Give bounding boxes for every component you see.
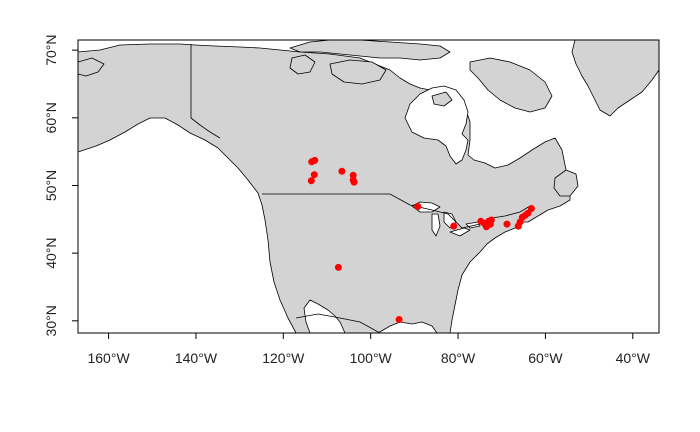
x-tick-label: 40°W (616, 350, 651, 366)
data-point-25 (395, 316, 403, 323)
x-tick-label: 140°W (175, 350, 218, 366)
data-point-2 (311, 156, 319, 164)
plot-frame (77, 39, 660, 334)
data-point-8 (350, 178, 358, 186)
alaska-canada-border (190, 44, 221, 139)
data-point-9 (414, 203, 422, 210)
data-point-16 (487, 216, 495, 224)
map-panel (78, 40, 659, 333)
victoria-island (329, 59, 387, 85)
x-tick-label: 80°W (441, 350, 476, 366)
y-tick-label: 70°N (43, 35, 59, 66)
data-point-10 (450, 222, 458, 230)
greenland-landmass (571, 40, 659, 117)
arctic-island-north (289, 40, 451, 61)
x-tick-label: 120°W (262, 350, 305, 366)
data-point-4 (307, 177, 315, 185)
newfoundland (553, 169, 579, 197)
y-tick-label: 30°N (43, 305, 59, 336)
points-layer (307, 156, 535, 323)
banks-island (289, 54, 316, 75)
lake-michigan (431, 213, 441, 237)
data-point-17 (503, 220, 511, 228)
data-point-24 (334, 263, 342, 271)
y-axis: 30°N 40°N 50°N 60°N 70°N (43, 35, 78, 336)
hudson-bay (404, 85, 469, 165)
data-point-6 (349, 171, 357, 179)
data-point-3 (310, 171, 318, 179)
x-axis: 160°W 140°W 120°W 100°W 80°W 60°W 40°W (87, 333, 651, 366)
lake-erie (449, 227, 471, 237)
us-canada-border (262, 193, 531, 229)
x-tick-label: 60°W (528, 350, 563, 366)
data-point-5 (338, 167, 346, 175)
us-mexico-border (295, 313, 381, 333)
baffin-island (469, 57, 553, 113)
southampton-island (431, 91, 453, 107)
x-tick-label: 100°W (350, 350, 393, 366)
x-tick-label: 160°W (87, 350, 130, 366)
data-point-23 (527, 205, 535, 212)
y-tick-label: 60°N (43, 102, 59, 133)
alaska-coast-detail (78, 57, 105, 77)
y-tick-label: 50°N (43, 170, 59, 201)
y-tick-label: 40°N (43, 238, 59, 269)
